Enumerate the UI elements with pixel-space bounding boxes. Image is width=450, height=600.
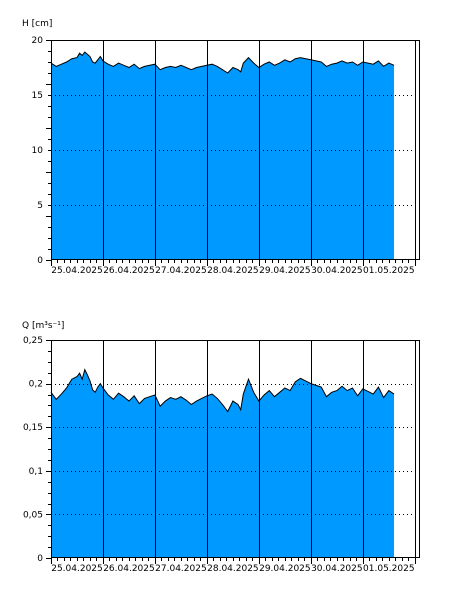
x-day-label: 26.04.2025 [103,564,155,574]
plot-frame [51,40,420,260]
x-day-label: 28.04.2025 [207,564,259,574]
chart-panel-1: 0 5 10 15 20 25.04.2025 26.04.2025 27.04.2025 28… [22,19,420,276]
x-day-label: 28.04.2025 [207,266,259,276]
y-tick-label: 20 [32,36,44,46]
y-tick-label: 0,1 [29,467,43,477]
x-day-label: 29.04.2025 [259,266,311,276]
plot-frame [51,340,420,558]
series-area [51,369,395,558]
y-tick-label: 0,25 [23,336,43,346]
y-tick-label: 0 [37,554,43,564]
x-day-label: 25.04.2025 [51,266,103,276]
y-tick-label: 0 [37,256,43,266]
x-day-label: 01.05.2025 [363,266,415,276]
x-day-label: 29.04.2025 [259,564,311,574]
y-axis-label: Q [m³s⁻¹] [22,321,64,331]
x-day-label: 27.04.2025 [155,564,207,574]
y-axis-label: H [cm] [22,19,52,29]
y-tick-label: 5 [37,201,43,211]
x-day-label: 01.05.2025 [363,564,415,574]
y-tick-label: 15 [32,91,43,101]
x-day-label: 30.04.2025 [311,266,363,276]
x-day-label: 25.04.2025 [51,564,103,574]
x-day-label: 30.04.2025 [311,564,363,574]
series-line [50,51,395,74]
series-area [51,52,395,260]
y-tick-label: 0,05 [23,510,43,520]
x-day-label: 26.04.2025 [103,266,155,276]
series-line [50,368,395,413]
y-tick-label: 0,15 [23,423,43,433]
x-day-label: 27.04.2025 [155,266,207,276]
y-tick-label: 10 [32,146,44,156]
y-tick-label: 0,2 [29,380,43,390]
